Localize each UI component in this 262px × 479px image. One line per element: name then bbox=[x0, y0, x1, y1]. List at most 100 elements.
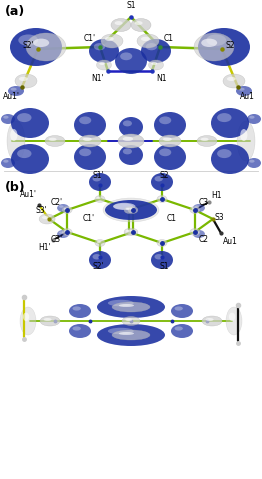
Ellipse shape bbox=[69, 324, 91, 338]
Ellipse shape bbox=[11, 108, 49, 138]
Ellipse shape bbox=[118, 134, 144, 148]
Ellipse shape bbox=[73, 307, 81, 310]
Ellipse shape bbox=[126, 208, 130, 210]
Text: S2: S2 bbox=[159, 171, 169, 180]
Text: (b): (b) bbox=[5, 181, 26, 194]
Text: S1: S1 bbox=[159, 262, 169, 271]
Ellipse shape bbox=[239, 88, 245, 91]
Ellipse shape bbox=[74, 112, 106, 138]
Ellipse shape bbox=[217, 149, 232, 158]
Ellipse shape bbox=[240, 129, 247, 141]
Ellipse shape bbox=[92, 254, 101, 260]
Ellipse shape bbox=[120, 52, 132, 60]
Ellipse shape bbox=[57, 204, 69, 212]
Ellipse shape bbox=[79, 148, 91, 156]
Ellipse shape bbox=[193, 204, 205, 212]
Ellipse shape bbox=[92, 176, 101, 182]
Ellipse shape bbox=[154, 112, 186, 138]
Ellipse shape bbox=[10, 129, 18, 141]
Ellipse shape bbox=[3, 160, 9, 163]
Ellipse shape bbox=[125, 319, 132, 321]
Ellipse shape bbox=[227, 77, 236, 81]
Ellipse shape bbox=[89, 251, 111, 269]
Text: C3': C3' bbox=[51, 235, 63, 244]
Text: Au1: Au1 bbox=[240, 92, 255, 101]
Ellipse shape bbox=[202, 316, 222, 326]
Ellipse shape bbox=[62, 206, 72, 214]
Ellipse shape bbox=[237, 121, 255, 161]
Ellipse shape bbox=[95, 195, 105, 203]
Ellipse shape bbox=[101, 34, 123, 48]
Ellipse shape bbox=[130, 208, 134, 210]
Ellipse shape bbox=[201, 39, 217, 47]
Ellipse shape bbox=[8, 86, 24, 96]
Ellipse shape bbox=[119, 117, 143, 137]
Ellipse shape bbox=[171, 324, 193, 338]
Ellipse shape bbox=[137, 34, 159, 48]
Ellipse shape bbox=[97, 296, 165, 318]
Ellipse shape bbox=[135, 21, 143, 25]
Ellipse shape bbox=[171, 304, 193, 318]
Text: C1: C1 bbox=[164, 34, 174, 43]
Ellipse shape bbox=[151, 173, 173, 191]
Ellipse shape bbox=[193, 230, 205, 238]
Ellipse shape bbox=[26, 33, 66, 61]
Ellipse shape bbox=[113, 204, 133, 209]
Ellipse shape bbox=[201, 137, 209, 141]
Ellipse shape bbox=[131, 19, 151, 32]
Ellipse shape bbox=[112, 330, 150, 340]
Ellipse shape bbox=[157, 195, 167, 203]
Ellipse shape bbox=[108, 300, 134, 307]
Ellipse shape bbox=[39, 214, 55, 224]
Ellipse shape bbox=[119, 304, 134, 307]
Ellipse shape bbox=[154, 144, 186, 170]
Ellipse shape bbox=[122, 317, 140, 326]
Ellipse shape bbox=[119, 145, 143, 165]
Ellipse shape bbox=[124, 228, 134, 236]
Ellipse shape bbox=[247, 114, 261, 124]
Ellipse shape bbox=[128, 206, 138, 214]
Ellipse shape bbox=[194, 33, 234, 61]
Ellipse shape bbox=[211, 108, 249, 138]
Ellipse shape bbox=[159, 197, 163, 199]
Ellipse shape bbox=[190, 228, 200, 236]
Ellipse shape bbox=[190, 206, 200, 214]
Ellipse shape bbox=[10, 88, 17, 91]
Text: C1': C1' bbox=[83, 214, 95, 223]
Text: S3': S3' bbox=[35, 206, 47, 215]
Ellipse shape bbox=[1, 158, 15, 168]
Ellipse shape bbox=[105, 37, 114, 41]
Ellipse shape bbox=[124, 206, 134, 214]
Ellipse shape bbox=[45, 136, 65, 147]
Ellipse shape bbox=[79, 116, 91, 124]
Ellipse shape bbox=[195, 231, 199, 234]
Text: S2: S2 bbox=[226, 41, 236, 49]
Ellipse shape bbox=[19, 77, 28, 81]
Ellipse shape bbox=[48, 137, 57, 141]
Ellipse shape bbox=[57, 230, 69, 238]
Text: Au1': Au1' bbox=[3, 92, 20, 101]
Ellipse shape bbox=[119, 332, 134, 335]
Ellipse shape bbox=[10, 28, 62, 66]
Text: N1': N1' bbox=[91, 74, 104, 83]
Ellipse shape bbox=[151, 62, 157, 65]
Ellipse shape bbox=[157, 240, 167, 247]
Ellipse shape bbox=[97, 324, 165, 346]
Ellipse shape bbox=[249, 160, 255, 163]
Ellipse shape bbox=[141, 37, 150, 41]
Ellipse shape bbox=[42, 216, 48, 219]
Ellipse shape bbox=[40, 316, 60, 326]
Ellipse shape bbox=[17, 149, 31, 158]
Ellipse shape bbox=[97, 197, 101, 199]
Ellipse shape bbox=[89, 173, 111, 191]
Ellipse shape bbox=[163, 137, 172, 141]
Ellipse shape bbox=[17, 113, 31, 122]
Ellipse shape bbox=[198, 28, 250, 66]
Ellipse shape bbox=[108, 328, 134, 334]
Ellipse shape bbox=[111, 19, 131, 32]
Text: (a): (a) bbox=[5, 5, 25, 18]
Ellipse shape bbox=[23, 313, 29, 321]
Text: S2': S2' bbox=[22, 41, 34, 49]
Ellipse shape bbox=[217, 113, 232, 122]
Ellipse shape bbox=[114, 21, 123, 25]
